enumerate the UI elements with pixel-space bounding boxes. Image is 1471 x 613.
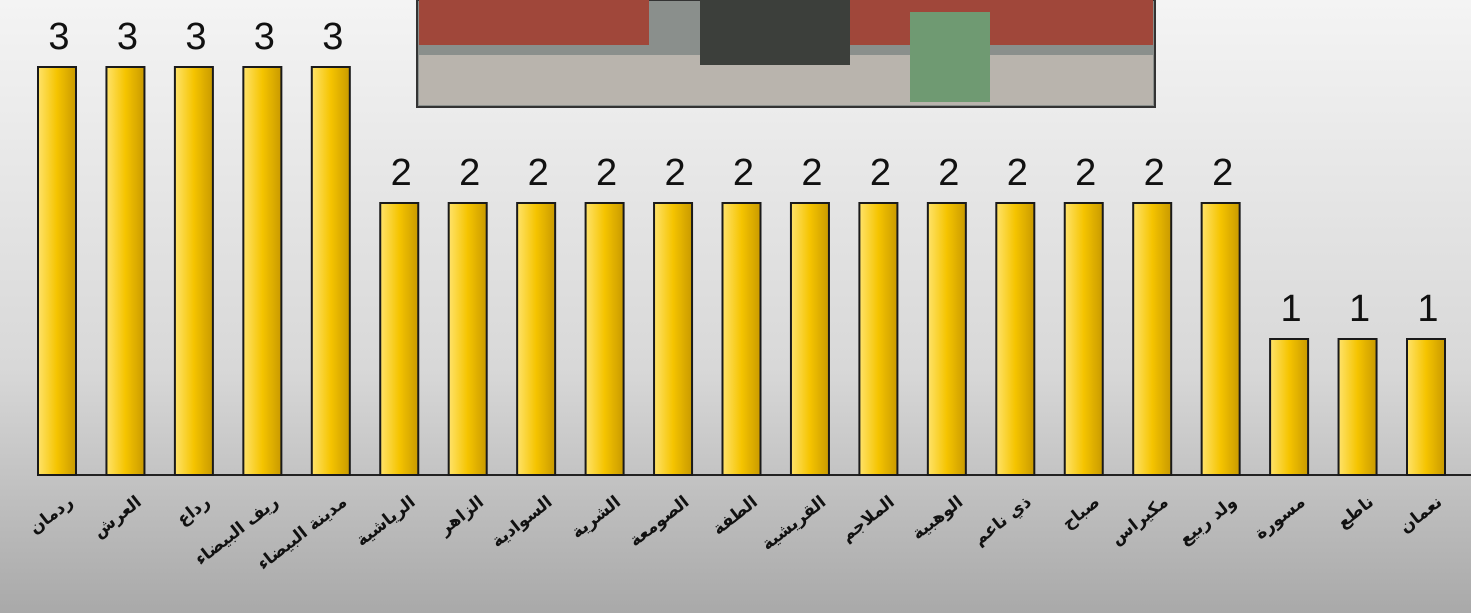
data-label: 3	[185, 16, 206, 58]
bar	[175, 67, 213, 475]
data-label: 2	[528, 152, 549, 194]
bar	[38, 67, 76, 475]
data-label: 1	[1417, 288, 1438, 330]
photo-wall	[850, 0, 1153, 45]
photo	[417, 0, 1155, 107]
bar	[517, 203, 555, 475]
bar	[106, 67, 144, 475]
photo-rug	[910, 12, 990, 102]
data-label: 2	[733, 152, 754, 194]
bar	[928, 203, 966, 475]
data-label: 1	[1349, 288, 1370, 330]
bar	[380, 203, 418, 475]
bar	[1270, 339, 1308, 475]
data-label: 2	[1007, 152, 1028, 194]
bar	[1065, 203, 1103, 475]
data-label: 2	[391, 152, 412, 194]
bar	[723, 203, 761, 475]
bar	[243, 67, 281, 475]
bar	[996, 203, 1034, 475]
bar	[1339, 339, 1377, 475]
bar	[654, 203, 692, 475]
data-label: 3	[254, 16, 275, 58]
data-label: 3	[48, 16, 69, 58]
bar	[1407, 339, 1445, 475]
bar	[1133, 203, 1171, 475]
data-label: 3	[117, 16, 138, 58]
bar	[1202, 203, 1240, 475]
data-label: 2	[664, 152, 685, 194]
bar	[449, 203, 487, 475]
bar	[791, 203, 829, 475]
bar	[312, 67, 350, 475]
data-label: 1	[1281, 288, 1302, 330]
data-label: 2	[1144, 152, 1165, 194]
data-label: 2	[1075, 152, 1096, 194]
data-label: 2	[870, 152, 891, 194]
data-label: 3	[322, 16, 343, 58]
bar	[859, 203, 897, 475]
photo-people	[700, 0, 850, 65]
data-label: 2	[801, 152, 822, 194]
data-label: 2	[596, 152, 617, 194]
data-label: 2	[1212, 152, 1233, 194]
data-label: 2	[459, 152, 480, 194]
chart: 3ردمان3العرش3رداع3ريف البيضاء3مدينة البي…	[0, 0, 1471, 613]
data-label: 2	[938, 152, 959, 194]
bar	[586, 203, 624, 475]
photo-wall	[419, 0, 649, 45]
